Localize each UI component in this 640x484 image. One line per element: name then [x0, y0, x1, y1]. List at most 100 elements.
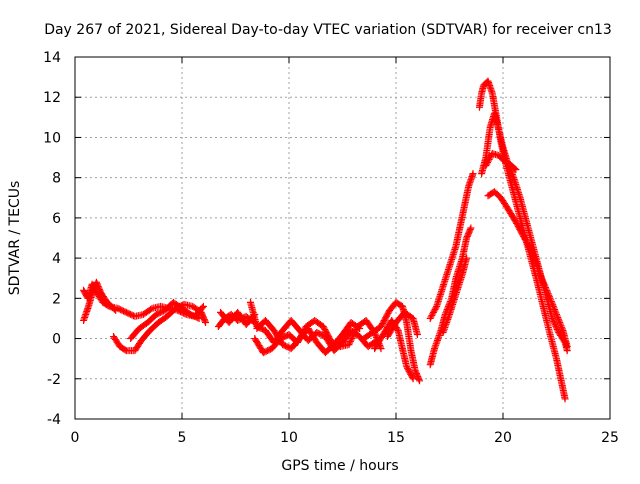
- data-point: [202, 318, 210, 326]
- y-tick-label: -2: [47, 372, 61, 388]
- data-point: [463, 254, 471, 262]
- data-point: [377, 345, 385, 353]
- data-point: [431, 305, 439, 313]
- data-point: [544, 290, 552, 298]
- y-tick-label: 12: [43, 90, 61, 106]
- data-point: [407, 370, 415, 378]
- data-point: [428, 311, 436, 319]
- data-point: [403, 363, 411, 371]
- data-point: [558, 325, 566, 333]
- data-point: [467, 224, 475, 232]
- data-point: [551, 321, 559, 329]
- data-point: [426, 314, 434, 322]
- data-point: [542, 285, 550, 293]
- data-point: [466, 225, 474, 233]
- y-tick-label: 8: [52, 171, 61, 187]
- x-tick-label: 25: [601, 430, 619, 446]
- data-point: [194, 314, 202, 322]
- x-tick-label: 20: [494, 430, 512, 446]
- data-points: [80, 77, 571, 403]
- data-point: [550, 318, 558, 326]
- y-axis-label: SDTVAR / TECUs: [7, 181, 23, 296]
- data-point: [350, 330, 358, 338]
- x-tick-label: 15: [387, 430, 405, 446]
- data-point: [432, 304, 440, 312]
- data-point: [561, 395, 569, 403]
- data-point: [346, 339, 354, 347]
- data-point: [543, 288, 551, 296]
- data-point: [554, 314, 562, 322]
- data-point: [429, 310, 437, 318]
- y-tick-label: 14: [43, 50, 61, 66]
- data-point: [201, 317, 209, 325]
- data-point: [351, 329, 359, 337]
- data-point: [408, 372, 416, 380]
- data-point: [551, 306, 559, 314]
- data-point: [555, 317, 563, 325]
- data-point: [347, 336, 355, 344]
- data-point: [549, 302, 557, 310]
- data-point: [550, 319, 558, 327]
- data-point: [545, 293, 553, 301]
- data-point: [539, 279, 547, 287]
- data-point: [540, 280, 548, 288]
- axis-ticks: 0 5 10 15 20 25 -4 -2 0 2 4 6 8 10 12 14: [43, 50, 619, 446]
- data-point: [554, 315, 562, 323]
- y-tick-label: -4: [47, 412, 61, 428]
- data-point: [563, 343, 571, 351]
- data-point: [484, 157, 492, 165]
- data-point: [547, 296, 555, 304]
- y-tick-label: 0: [52, 332, 61, 348]
- data-point: [541, 284, 549, 292]
- y-tick-label: 10: [43, 130, 61, 146]
- plot-frame: [74, 56, 611, 420]
- data-point: [348, 333, 356, 341]
- data-point: [548, 299, 556, 307]
- data-point: [406, 369, 414, 377]
- data-point: [546, 294, 554, 302]
- data-point: [483, 160, 491, 168]
- data-point: [485, 156, 493, 164]
- data-point: [556, 318, 564, 326]
- data-point: [483, 159, 491, 167]
- data-point: [416, 377, 424, 385]
- y-tick-label: 6: [52, 211, 61, 227]
- data-point: [121, 346, 129, 354]
- data-point: [354, 323, 362, 331]
- y-tick-label: 4: [52, 251, 61, 267]
- data-point: [545, 291, 553, 299]
- data-point: [543, 287, 551, 295]
- data-point: [553, 312, 561, 320]
- data-point: [550, 304, 558, 312]
- data-point: [112, 306, 120, 314]
- data-point: [348, 335, 356, 343]
- data-point: [430, 307, 438, 315]
- data-point: [198, 304, 206, 312]
- x-tick-label: 5: [178, 430, 187, 446]
- data-point: [508, 170, 516, 178]
- data-point: [356, 325, 364, 332]
- y-tick-label: 2: [52, 291, 61, 307]
- data-point: [349, 332, 357, 340]
- data-point: [508, 169, 516, 177]
- x-tick-label: 0: [71, 430, 80, 446]
- data-point: [511, 165, 519, 173]
- data-point: [413, 331, 421, 339]
- data-point: [549, 301, 557, 309]
- data-point: [110, 305, 118, 313]
- data-point: [512, 166, 520, 174]
- data-point: [547, 298, 555, 306]
- data-point: [528, 249, 536, 257]
- x-tick-label: 10: [280, 430, 298, 446]
- data-point: [427, 313, 435, 321]
- data-point: [538, 274, 546, 282]
- data-point: [551, 307, 559, 315]
- data-point: [429, 308, 437, 316]
- data-point: [147, 305, 155, 313]
- data-point: [486, 154, 494, 162]
- data-point: [199, 302, 207, 310]
- data-point: [405, 367, 413, 375]
- data-point: [541, 282, 549, 290]
